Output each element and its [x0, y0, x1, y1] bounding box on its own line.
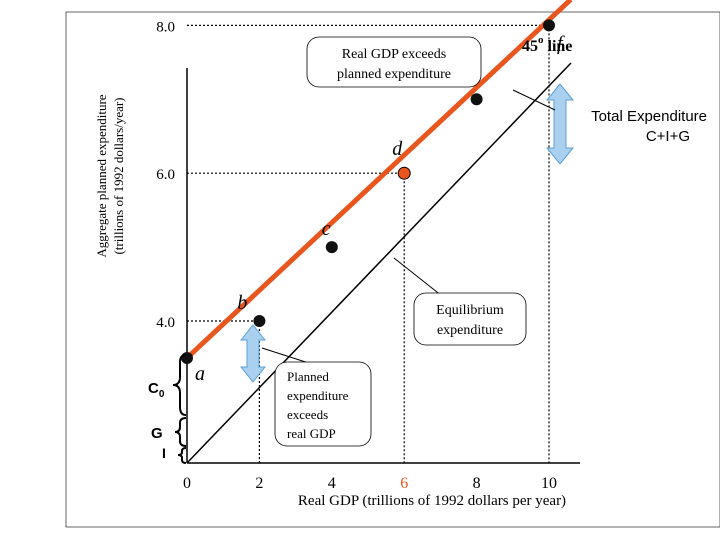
- brace-i: [177, 447, 187, 464]
- gap-arrow-gdp-exceeds: [545, 83, 575, 165]
- g-label: G: [151, 425, 163, 442]
- svg-text:Real GDP exceeds: Real GDP exceeds: [342, 47, 446, 62]
- x-axis-label: Real GDP (trillions of 1992 dollars per …: [298, 493, 566, 509]
- annotation-equilibrium: Equilibrium expenditure: [393, 257, 527, 346]
- point-c: [325, 241, 338, 254]
- c0-label: C0: [148, 380, 165, 400]
- annotation-planned-exceeds: Planned expenditure exceeds real GDP: [261, 347, 372, 447]
- x-tick-label-4: 8: [473, 475, 481, 492]
- x-tick-label-2: 4: [328, 475, 336, 492]
- data-points: abcdef: [181, 19, 565, 385]
- point-a: [181, 351, 193, 364]
- point-e: [470, 93, 483, 106]
- point-label-a: a: [195, 363, 205, 385]
- gap-arrow-planned-exceeds: [239, 324, 267, 383]
- series-line-tet: [185, 0, 573, 360]
- line45-label-pointer: [512, 89, 556, 111]
- tet-label-line-2: C+I+G: [646, 128, 690, 145]
- y-tick-label-0: 4.0: [156, 315, 175, 331]
- x-tick-label-1: 2: [255, 475, 263, 492]
- point-label-b: b: [237, 292, 247, 314]
- annotation-real-gdp-exceeds: Real GDP exceeds planned expenditure: [306, 36, 482, 88]
- point-b: [253, 315, 266, 327]
- brace-g: [174, 417, 187, 447]
- point-d: [397, 166, 411, 180]
- svg-text:exceeds: exceeds: [287, 407, 328, 422]
- svg-text:expenditure: expenditure: [437, 323, 503, 338]
- tet-label-line-1: Total Expenditure: [591, 108, 707, 125]
- x-tick-label-3: 6: [400, 475, 408, 492]
- y-axis-label-line-1: Aggregate planned expenditure: [94, 94, 109, 257]
- svg-text:Planned: Planned: [287, 369, 329, 384]
- point-f: [543, 19, 555, 32]
- point-label-f: f: [557, 32, 565, 54]
- y-tick-label-2: 8.0: [156, 19, 175, 35]
- series-line-45: [186, 62, 572, 464]
- i-label: I: [162, 445, 166, 461]
- brace-c0: [172, 354, 187, 416]
- point-label-c: c: [322, 218, 331, 240]
- svg-text:Equilibrium: Equilibrium: [436, 303, 504, 318]
- line45-label: 45o line: [522, 34, 572, 55]
- x-tick-label-5: 10: [541, 475, 557, 492]
- slide-frame: [65, 11, 720, 528]
- svg-text:real GDP: real GDP: [287, 426, 336, 441]
- y-axis-label-line-2: (trillions of 1992 dollars/year): [111, 97, 126, 254]
- series: [185, 0, 573, 464]
- x-tick-label-0: 0: [183, 475, 191, 492]
- svg-text:planned expenditure: planned expenditure: [337, 67, 451, 82]
- axes: [186, 68, 580, 464]
- point-label-d: d: [392, 138, 403, 160]
- svg-text:expenditure: expenditure: [287, 388, 349, 403]
- y-tick-label-1: 6.0: [156, 167, 175, 183]
